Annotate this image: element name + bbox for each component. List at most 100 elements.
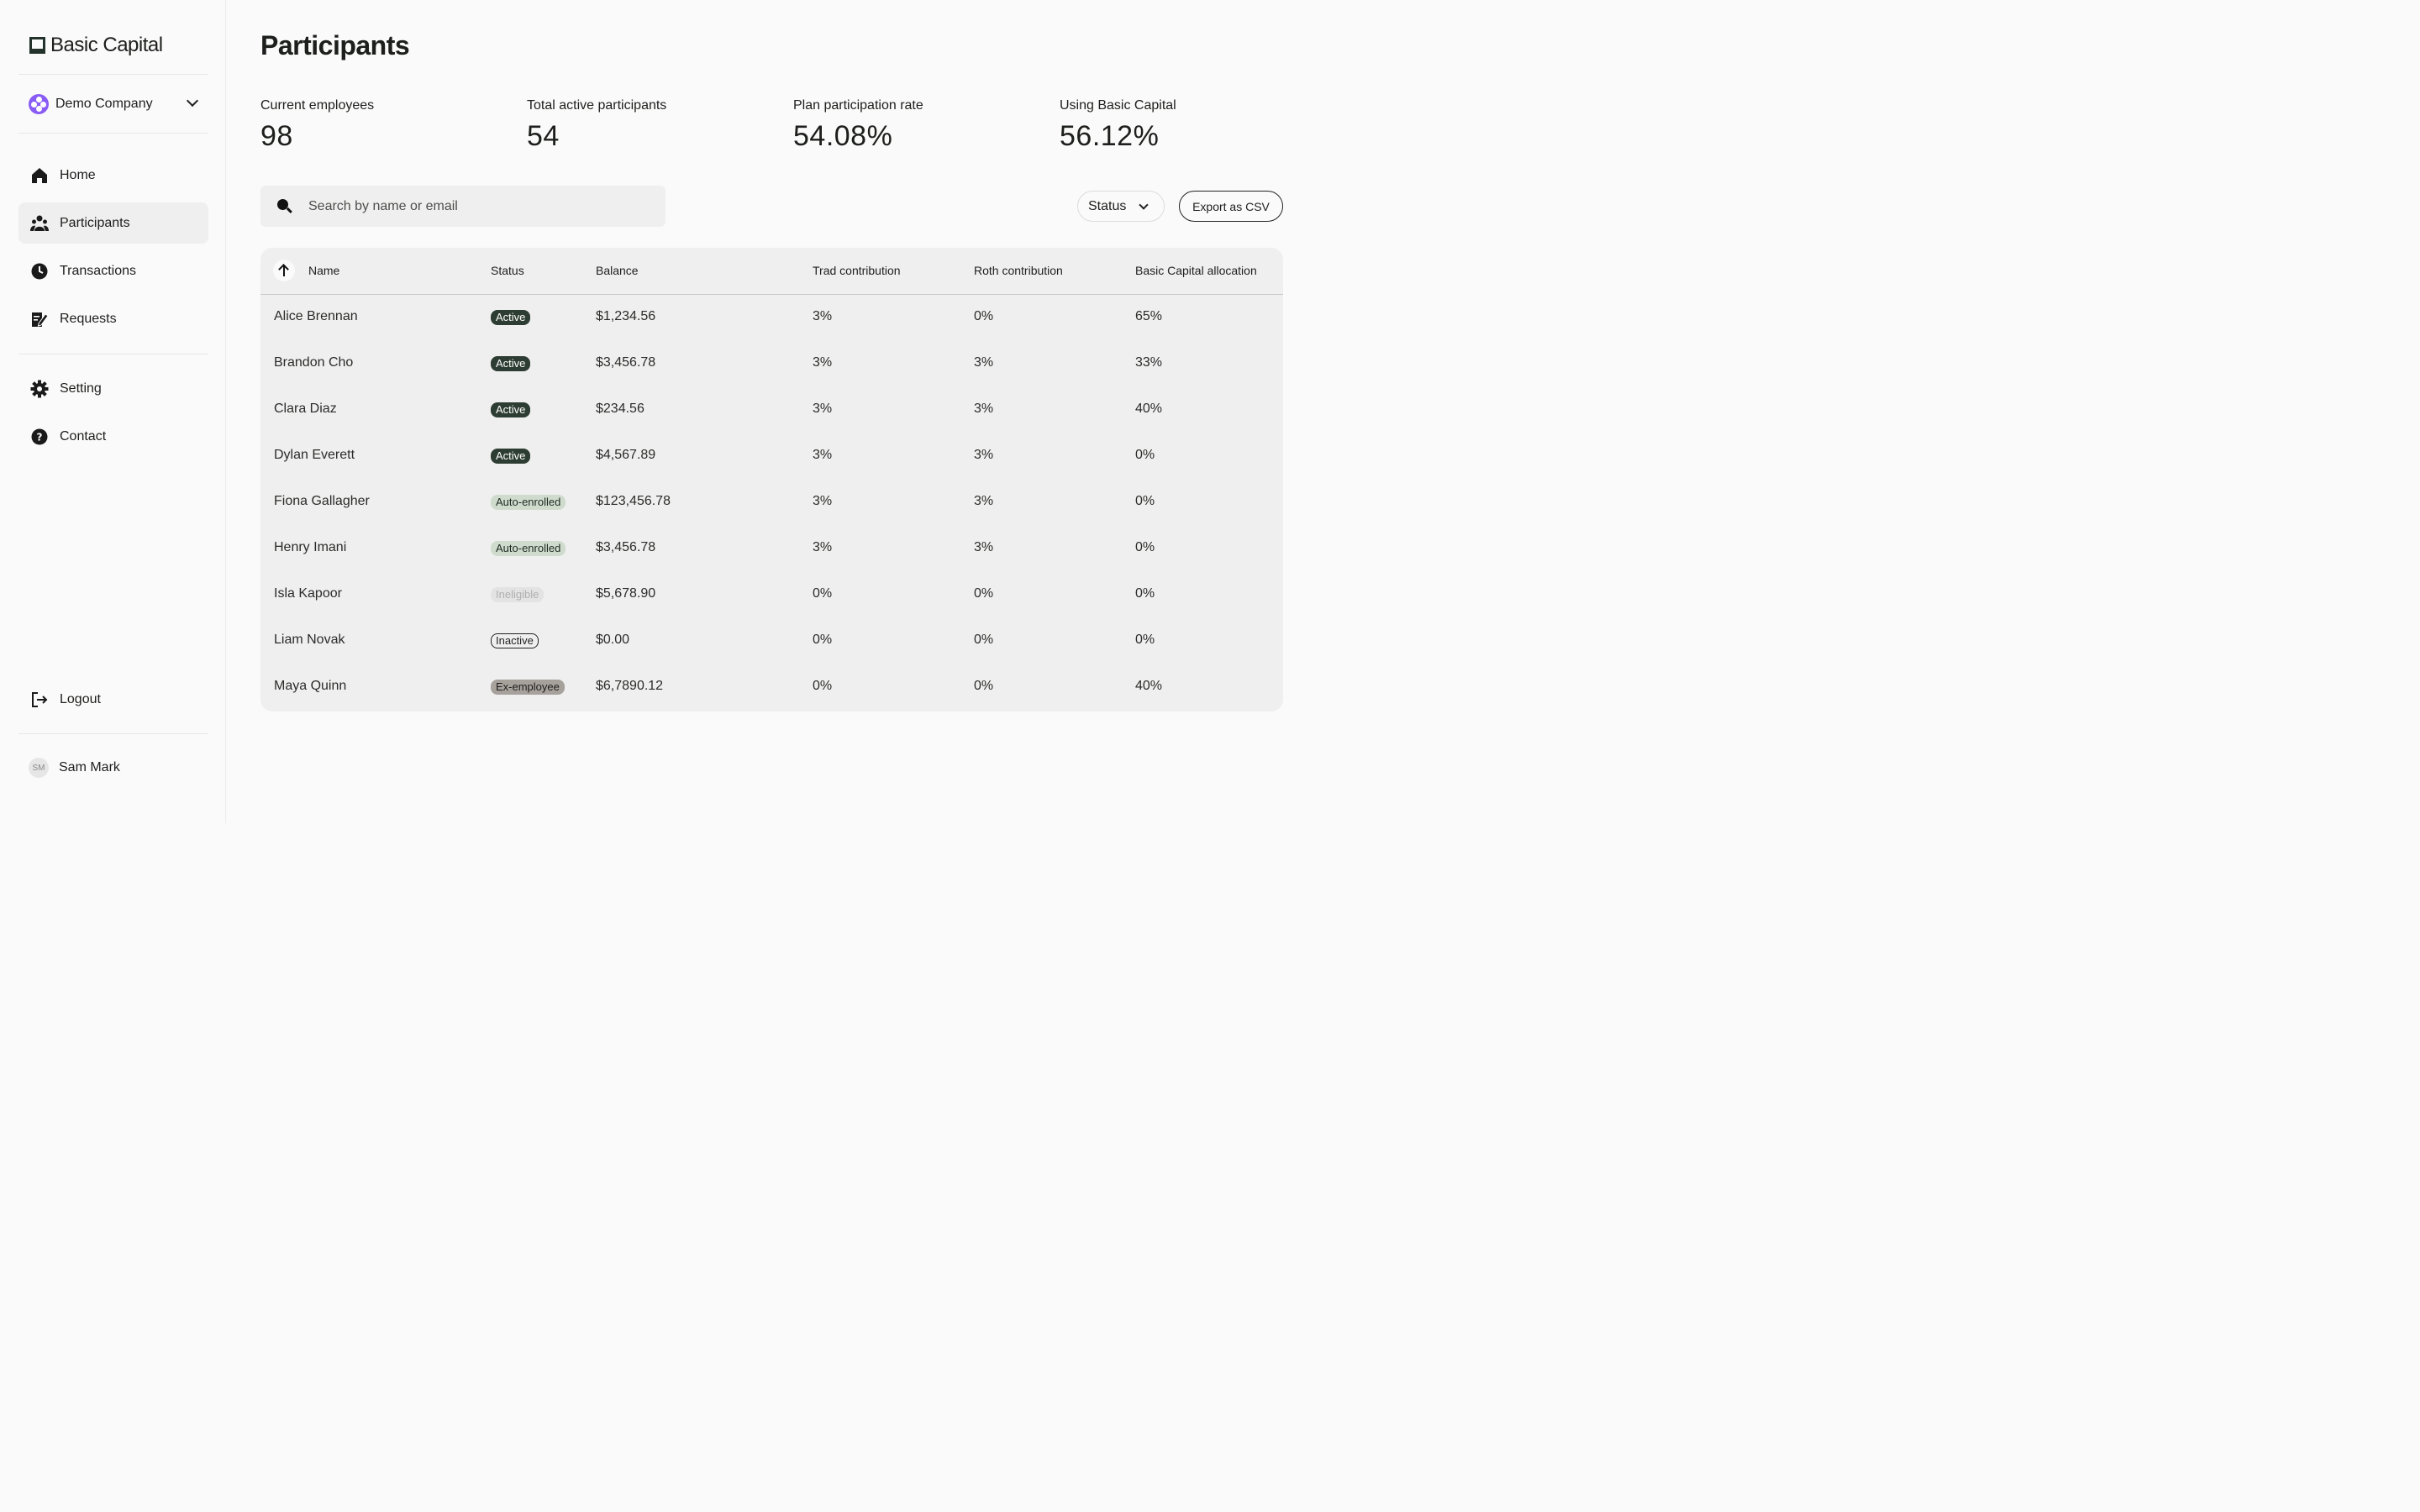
- sidebar-item-participants[interactable]: Participants: [18, 202, 208, 244]
- sidebar-item-requests[interactable]: Requests: [18, 298, 208, 339]
- user-profile[interactable]: SM Sam Mark: [29, 758, 120, 778]
- status-badge: Inactive: [491, 633, 539, 648]
- sidebar-item-home[interactable]: Home: [18, 155, 208, 196]
- stat-value: 56.12%: [1060, 120, 1160, 152]
- cell-trad: 3%: [813, 448, 833, 462]
- cell-name: Isla Kapoor: [274, 586, 342, 601]
- cell-roth: 3%: [974, 540, 994, 554]
- table-row[interactable]: Clara Diaz Active $234.56 3% 3% 40%: [260, 387, 1283, 433]
- status-filter-dropdown[interactable]: Status: [1077, 191, 1165, 222]
- participants-table: Name Status Balance Trad contribution Ro…: [260, 248, 1283, 711]
- user-name: Sam Mark: [59, 760, 120, 774]
- search-input[interactable]: [308, 198, 628, 214]
- table-row[interactable]: Liam Novak Inactive $0.00 0% 0% 0%: [260, 618, 1283, 664]
- stat-label: Plan participation rate: [793, 98, 923, 113]
- sidebar-item-label: Setting: [60, 381, 102, 396]
- stat-label: Current employees: [260, 98, 375, 113]
- table-row[interactable]: Brandon Cho Active $3,456.78 3% 3% 33%: [260, 341, 1283, 387]
- cell-allocation: 33%: [1135, 355, 1163, 370]
- cell-roth: 0%: [974, 679, 994, 693]
- cell-balance: $234.56: [596, 402, 644, 416]
- document-edit-icon: [30, 310, 49, 328]
- stat-current-employees: Current employees 98: [260, 98, 374, 153]
- cell-name: Liam Novak: [274, 633, 345, 647]
- sidebar-item-label: Transactions: [60, 263, 136, 278]
- cell-name: Brandon Cho: [274, 355, 354, 370]
- people-icon: [30, 214, 49, 233]
- cell-allocation: 0%: [1135, 494, 1155, 508]
- stat-label: Total active participants: [527, 98, 667, 113]
- cell-trad: 0%: [813, 633, 833, 647]
- stat-total-active-participants: Total active participants 54: [527, 98, 666, 153]
- svg-text:?: ?: [37, 431, 43, 443]
- export-csv-button[interactable]: Export as CSV: [1179, 191, 1283, 222]
- cell-balance: $5,678.90: [596, 586, 656, 601]
- cell-allocation: 40%: [1135, 679, 1163, 693]
- cell-trad: 3%: [813, 494, 833, 508]
- cell-balance: $1,234.56: [596, 309, 656, 323]
- divider: [18, 133, 208, 134]
- status-badge: Active: [491, 310, 531, 325]
- status-badge: Active: [491, 356, 531, 371]
- chevron-down-icon: [186, 94, 199, 108]
- column-header-basic-capital-allocation[interactable]: Basic Capital allocation: [1135, 264, 1257, 277]
- column-header-trad-contribution[interactable]: Trad contribution: [813, 264, 901, 277]
- cell-roth: 3%: [974, 448, 994, 462]
- cell-roth: 0%: [974, 586, 994, 601]
- logout-icon: [30, 690, 49, 709]
- column-header-balance[interactable]: Balance: [596, 264, 639, 277]
- cell-name: Dylan Everett: [274, 448, 355, 462]
- table-row[interactable]: Henry Imani Auto-enrolled $3,456.78 3% 3…: [260, 526, 1283, 572]
- column-header-name[interactable]: Name: [308, 264, 340, 277]
- status-badge: Active: [491, 449, 531, 464]
- brand-mark-icon: [29, 37, 45, 54]
- cell-roth: 0%: [974, 309, 994, 323]
- sidebar-item-label: Home: [60, 167, 96, 182]
- sidebar-item-label: Contact: [60, 428, 107, 444]
- company-switcher[interactable]: Demo Company: [29, 93, 199, 115]
- cell-trad: 0%: [813, 679, 833, 693]
- stat-using-basic-capital: Using Basic Capital 56.12%: [1060, 98, 1176, 153]
- table-row[interactable]: Dylan Everett Active $4,567.89 3% 3% 0%: [260, 433, 1283, 480]
- sidebar-item-transactions[interactable]: Transactions: [18, 250, 208, 291]
- gear-icon: [30, 380, 49, 398]
- cell-name: Maya Quinn: [274, 679, 347, 693]
- cell-trad: 0%: [813, 586, 833, 601]
- logout-button[interactable]: Logout: [18, 679, 208, 720]
- brand-logo[interactable]: Basic Capital: [29, 34, 163, 57]
- cell-balance: $3,456.78: [596, 355, 656, 370]
- cell-roth: 3%: [974, 494, 994, 508]
- brand-name: Basic Capital: [50, 34, 163, 56]
- cell-trad: 3%: [813, 309, 833, 323]
- status-badge: Auto-enrolled: [491, 495, 566, 510]
- column-header-status[interactable]: Status: [491, 264, 524, 277]
- clock-icon: [30, 262, 49, 281]
- table-row[interactable]: Alice Brennan Active $1,234.56 3% 0% 65%: [260, 295, 1283, 341]
- table-header: Name Status Balance Trad contribution Ro…: [260, 248, 1283, 295]
- search-icon: [277, 198, 292, 214]
- stat-value: 54.08%: [793, 120, 893, 152]
- help-icon: ?: [30, 428, 49, 446]
- sort-ascending-icon[interactable]: [273, 260, 295, 281]
- status-badge: Auto-enrolled: [491, 541, 566, 556]
- cell-balance: $3,456.78: [596, 540, 656, 554]
- cell-allocation: 0%: [1135, 540, 1155, 554]
- cell-allocation: 40%: [1135, 402, 1163, 416]
- sidebar-item-label: Requests: [60, 311, 117, 326]
- table-row[interactable]: Maya Quinn Ex-employee $6,7890.12 0% 0% …: [260, 664, 1283, 711]
- cell-name: Fiona Gallagher: [274, 494, 370, 508]
- column-header-roth-contribution[interactable]: Roth contribution: [974, 264, 1063, 277]
- table-row[interactable]: Isla Kapoor Ineligible $5,678.90 0% 0% 0…: [260, 572, 1283, 618]
- cell-trad: 3%: [813, 355, 833, 370]
- status-badge: Ineligible: [491, 587, 544, 602]
- cell-roth: 3%: [974, 355, 994, 370]
- cell-allocation: 0%: [1135, 586, 1155, 601]
- avatar: SM: [29, 758, 49, 778]
- stat-value: 54: [527, 120, 560, 152]
- main-content: Participants Current employees 98 Total …: [227, 0, 1318, 823]
- divider: [18, 74, 208, 75]
- sidebar-item-label: Logout: [60, 691, 101, 706]
- table-row[interactable]: Fiona Gallagher Auto-enrolled $123,456.7…: [260, 480, 1283, 526]
- sidebar-item-contact[interactable]: ? Contact: [18, 416, 208, 457]
- sidebar-item-setting[interactable]: Setting: [18, 368, 208, 409]
